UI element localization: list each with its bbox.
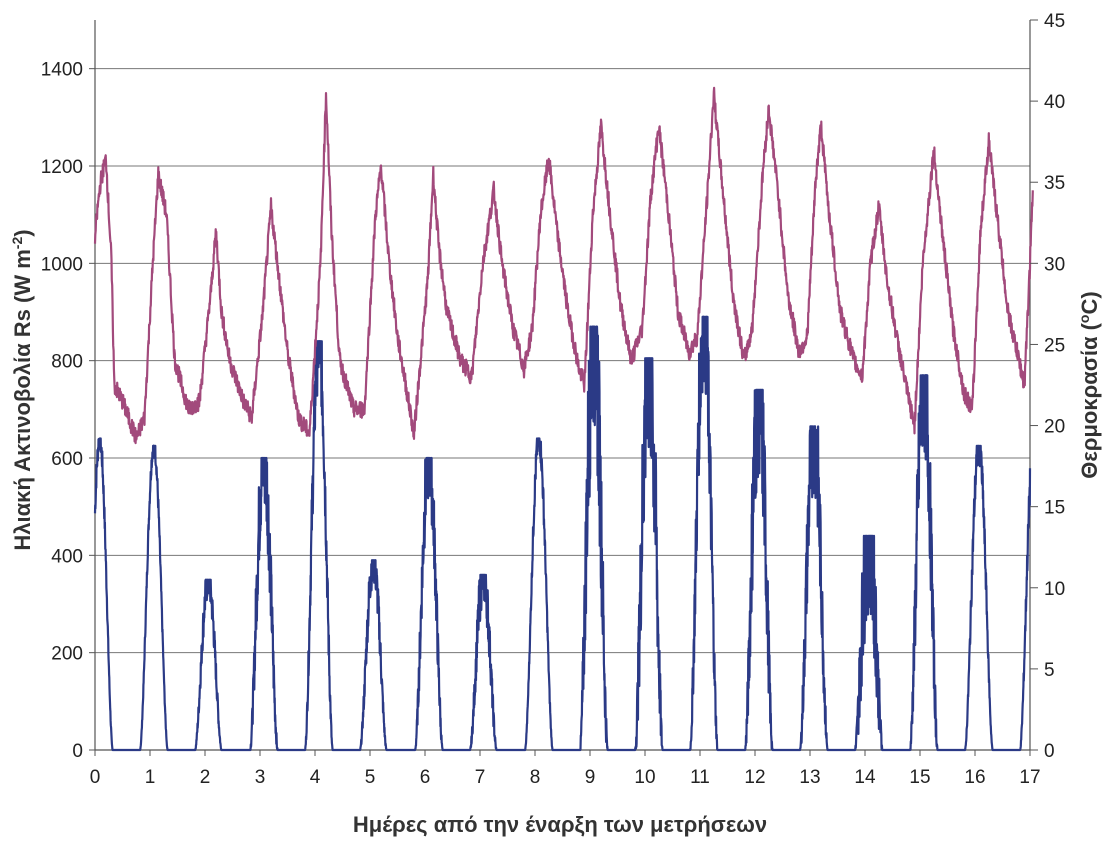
x-tick-label-13: 13 — [799, 767, 820, 788]
series-temperature — [93, 86, 1034, 445]
y-right-tick-label-30: 30 — [1044, 254, 1065, 275]
gridlines — [95, 68, 1030, 654]
y-right-tick-label-5: 5 — [1044, 660, 1055, 681]
x-tick-label-5: 5 — [365, 767, 376, 788]
x-axis-title: Ημέρες από την έναρξη των μετρήσεων — [353, 812, 767, 837]
x-tick-label-0: 0 — [90, 767, 101, 788]
series-solar-radiation — [93, 315, 1032, 752]
y-left-tick-label-1200: 1200 — [41, 157, 83, 178]
y-left-tick-label-600: 600 — [51, 449, 83, 470]
ticks — [89, 19, 1038, 756]
y-right-tick-label-15: 15 — [1044, 498, 1065, 519]
y-right-tick-label-20: 20 — [1044, 417, 1065, 438]
y-right-axis-title: Θερμοκρασία (oC) — [1076, 291, 1102, 478]
x-tick-label-8: 8 — [530, 767, 541, 788]
x-tick-label-17: 17 — [1019, 767, 1040, 788]
y-right-title-sup: o — [1076, 315, 1092, 324]
x-tick-label-3: 3 — [255, 767, 266, 788]
y-left-tick-label-0: 0 — [72, 741, 83, 762]
y-left-tick-label-800: 800 — [51, 352, 83, 373]
y-right-tick-label-45: 45 — [1044, 11, 1065, 32]
x-tick-label-1: 1 — [145, 767, 156, 788]
y-right-tick-label-35: 35 — [1044, 173, 1065, 194]
y-right-tick-label-0: 0 — [1044, 741, 1055, 762]
x-tick-label-2: 2 — [200, 767, 211, 788]
series-layer — [93, 86, 1034, 752]
x-tick-label-7: 7 — [475, 767, 486, 788]
y-right-tick-label-10: 10 — [1044, 579, 1065, 600]
y-right-tick-label-25: 25 — [1044, 335, 1065, 356]
labels: 0 1 2 3 4 5 6 7 8 9 10 11 12 13 14 15 16 1702004006008001… — [41, 11, 1065, 788]
y-left-tick-label-400: 400 — [51, 546, 83, 567]
x-tick-label-4: 4 — [310, 767, 321, 788]
y-right-title-main: Θερμοκρασία ( — [1077, 322, 1102, 478]
x-tick-label-14: 14 — [854, 767, 876, 788]
y-left-tick-label-1000: 1000 — [41, 254, 83, 275]
x-tick-label-11: 11 — [690, 767, 710, 788]
y-left-title-sup: -2 — [9, 237, 25, 250]
x-tick-label-9: 9 — [585, 767, 596, 788]
x-tick-label-6: 6 — [420, 767, 431, 788]
y-left-tick-label-200: 200 — [51, 644, 83, 665]
y-left-title-main: Ηλιακή Ακτινοβολία Rs (W m — [10, 249, 35, 550]
y-right-title-end: C) — [1077, 291, 1102, 314]
y-left-axis-title: Ηλιακή Ακτινοβολία Rs (W m-2) — [9, 229, 35, 550]
y-right-tick-label-40: 40 — [1044, 92, 1065, 113]
x-tick-label-10: 10 — [634, 767, 655, 788]
x-tick-label-12: 12 — [744, 767, 765, 788]
y-left-title-end: ) — [10, 229, 35, 236]
x-tick-label-16: 16 — [964, 767, 985, 788]
x-tick-label-15: 15 — [909, 767, 930, 788]
y-left-tick-label-1400: 1400 — [41, 60, 83, 81]
